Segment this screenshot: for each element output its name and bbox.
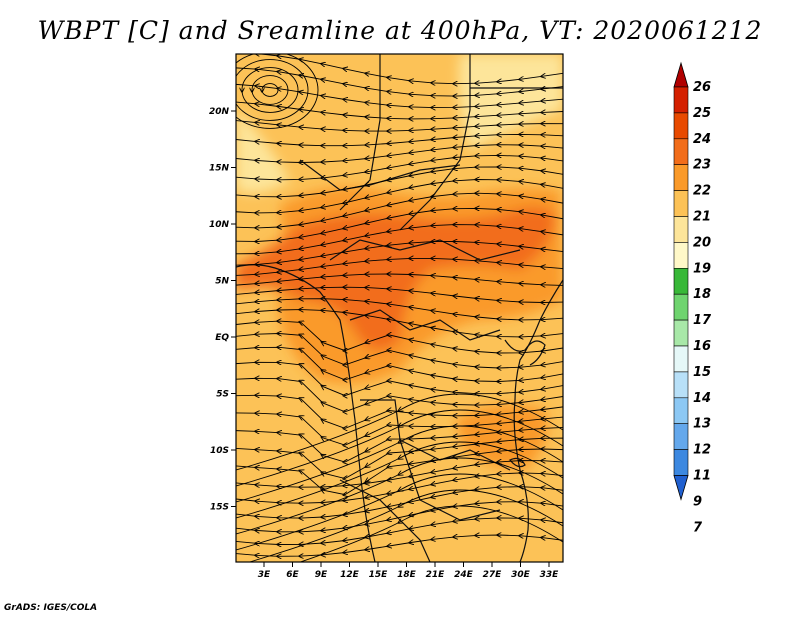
streamline [236,258,563,275]
colorbar-swatch [673,397,689,424]
colorbar-swatch [673,216,689,243]
colorbar: 26 25 24 23 22 21 20 19 18 17 16 15 14 13 12 11 9 7 [673,61,712,535]
lat-tick-label: 5N [215,277,229,287]
streamline [236,102,563,119]
colorbar-swatch [673,345,689,373]
colorbar-swatch [673,293,689,321]
lat-tick-label: 5S [216,390,229,400]
colorbar-label: 20 [693,235,711,250]
lon-tick-label: 6E [286,570,299,580]
lon-tick-label: 21E [426,570,446,580]
colorbar-label: 22 [693,184,711,199]
map-frame [235,53,564,563]
credit-text: GrADS: IGES/COLA [4,603,98,613]
colorbar-label: 24 [693,132,711,147]
colorbar-label: 14 [693,391,711,406]
colorbar-swatch [673,449,689,476]
colorbar-label: 19 [693,261,711,276]
colorbar-label: 25 [693,106,711,121]
colorbar-swatch [673,319,689,347]
lon-tick-label: 18E [397,570,417,580]
streamline [236,121,563,132]
streamline [298,505,563,562]
colorbar-label: 23 [693,158,711,173]
streamline [236,425,563,503]
lat-tick-label: 10S [210,446,229,456]
colorbar-swatch [673,86,689,114]
colorbar-label: 15 [693,365,711,380]
colorbar-label: 26 [693,80,711,95]
map-plot-area [236,54,563,562]
streamline [236,274,563,286]
colorbar-label: 21 [693,210,711,225]
colorbar-label: 16 [693,339,711,354]
colorbar-label: 18 [693,287,711,302]
streamline [236,457,563,535]
streamline [248,489,563,562]
lon-tick-label: 15E [369,570,389,580]
streamline [236,535,563,556]
lon-tick-label: 3E [258,570,271,580]
colorbar-swatch [673,267,689,295]
colorbar-label: 12 [693,443,711,458]
longitude-axis: 3E 6E 9E 12E 15E 18E 21E 24E 27E 30E 33E [258,562,559,580]
colorbar-swatch [673,423,689,450]
colorbar-swatch [673,164,689,191]
colorbar-swatch [673,371,689,399]
colorbar-label: 11 [693,469,711,484]
lat-tick-label: 20N [209,107,230,117]
lon-tick-label: 27E [483,570,503,580]
streamline [236,441,563,519]
colorbar-swatch [673,242,689,269]
streamlines [236,54,563,562]
lon-tick-label: 9E [315,570,328,580]
colorbar-top-arrow [673,61,689,88]
streamline [236,409,563,487]
lon-tick-label: 30E [511,570,531,580]
lat-tick-label: 10N [209,220,230,230]
colorbar-swatch [673,190,689,217]
streamline [236,393,563,471]
colorbar-swatch [673,138,689,166]
colorbar-swatch [673,112,689,140]
lat-tick-label: 15N [209,164,230,174]
lon-tick-label: 12E [340,570,360,580]
colorbar-label: 7 [693,520,703,535]
chart-title: WBPT [C] and Sreamline at 400hPa, VT: 20… [37,16,763,45]
latitude-axis: 20N 15N 10N 5N EQ 5S 10S 15S [209,107,236,513]
colorbar-label: 17 [693,313,712,328]
colorbar-label: 13 [693,417,711,432]
streamline [236,473,563,551]
colorbar-bottom-arrow [673,475,689,501]
lat-tick-label: 15S [210,503,229,513]
colorbar-label: 9 [693,494,702,509]
lon-tick-label: 24E [454,570,474,580]
lon-tick-label: 33E [540,570,560,580]
lat-tick-label: EQ [215,333,229,343]
